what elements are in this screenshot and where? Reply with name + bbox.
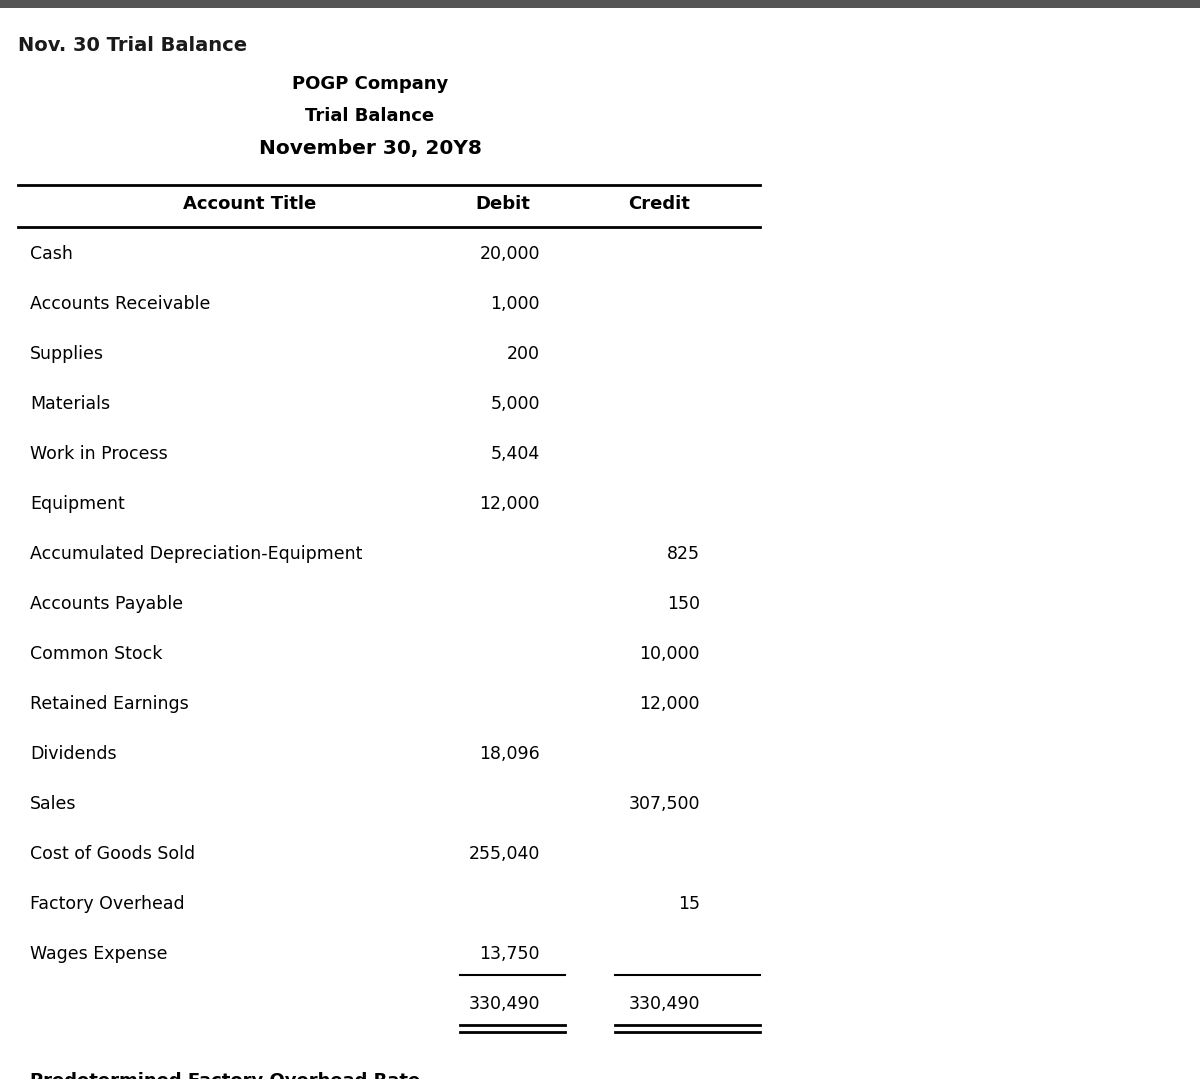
Text: 825: 825 bbox=[667, 545, 700, 563]
Text: Equipment: Equipment bbox=[30, 495, 125, 513]
Text: 307,500: 307,500 bbox=[629, 795, 700, 812]
Text: Supplies: Supplies bbox=[30, 345, 104, 363]
Text: Accounts Receivable: Accounts Receivable bbox=[30, 295, 210, 313]
Text: 12,000: 12,000 bbox=[480, 495, 540, 513]
Text: November 30, 20Y8: November 30, 20Y8 bbox=[258, 139, 481, 158]
Text: 200: 200 bbox=[508, 345, 540, 363]
Text: 20,000: 20,000 bbox=[480, 245, 540, 263]
Text: Debit: Debit bbox=[475, 195, 530, 213]
Text: Cost of Goods Sold: Cost of Goods Sold bbox=[30, 845, 196, 863]
Text: 1,000: 1,000 bbox=[491, 295, 540, 313]
Text: Accumulated Depreciation-Equipment: Accumulated Depreciation-Equipment bbox=[30, 545, 362, 563]
Text: Retained Earnings: Retained Earnings bbox=[30, 695, 188, 713]
Text: 5,000: 5,000 bbox=[491, 395, 540, 413]
Text: POGP Company: POGP Company bbox=[292, 76, 448, 93]
Text: Wages Expense: Wages Expense bbox=[30, 945, 168, 962]
Text: 13,750: 13,750 bbox=[480, 945, 540, 962]
Text: 255,040: 255,040 bbox=[469, 845, 540, 863]
Text: Cash: Cash bbox=[30, 245, 73, 263]
Text: 5,404: 5,404 bbox=[491, 445, 540, 463]
Text: 150: 150 bbox=[667, 595, 700, 613]
Text: Accounts Payable: Accounts Payable bbox=[30, 595, 184, 613]
Text: Account Title: Account Title bbox=[184, 195, 317, 213]
Text: Credit: Credit bbox=[628, 195, 690, 213]
Text: 330,490: 330,490 bbox=[629, 995, 700, 1013]
Bar bbox=[0, 0, 1200, 8]
Text: Trial Balance: Trial Balance bbox=[306, 107, 434, 125]
Text: Nov. 30 Trial Balance: Nov. 30 Trial Balance bbox=[18, 36, 247, 55]
Text: Materials: Materials bbox=[30, 395, 110, 413]
Text: 18,096: 18,096 bbox=[479, 745, 540, 763]
Text: 15: 15 bbox=[678, 894, 700, 913]
Text: 10,000: 10,000 bbox=[640, 645, 700, 663]
Text: 330,490: 330,490 bbox=[468, 995, 540, 1013]
Text: Work in Process: Work in Process bbox=[30, 445, 168, 463]
Text: Factory Overhead: Factory Overhead bbox=[30, 894, 185, 913]
Text: Predetermined Factory Overhead Rate: Predetermined Factory Overhead Rate bbox=[30, 1073, 420, 1079]
Text: Sales: Sales bbox=[30, 795, 77, 812]
Text: Dividends: Dividends bbox=[30, 745, 116, 763]
Text: Common Stock: Common Stock bbox=[30, 645, 162, 663]
Text: 12,000: 12,000 bbox=[640, 695, 700, 713]
